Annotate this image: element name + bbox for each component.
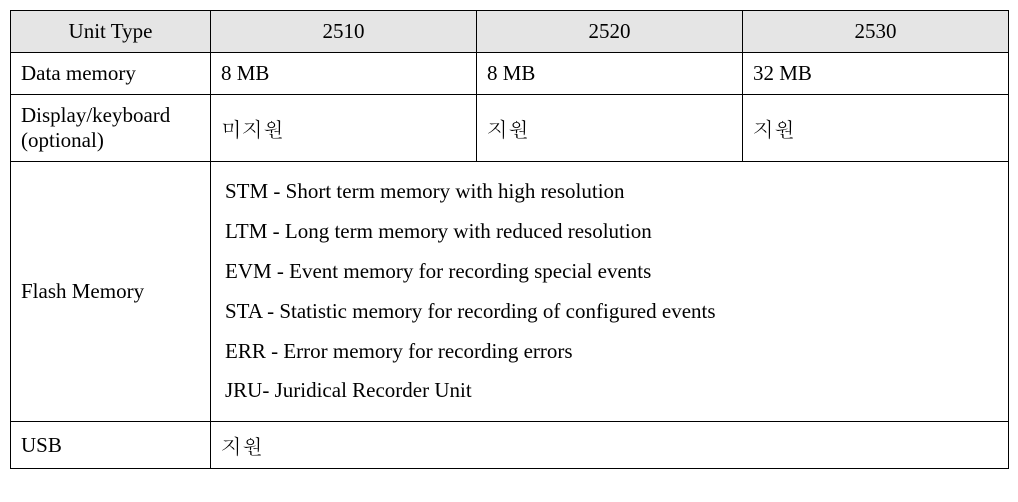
- cell-usb-value: 지원: [211, 422, 1009, 469]
- spec-table: Unit Type 2510 2520 2530 Data memory 8 M…: [10, 10, 1009, 469]
- flash-line: STA - Statistic memory for recording of …: [225, 292, 994, 332]
- label-line: Display/keyboard: [21, 103, 170, 127]
- table-row: Flash Memory STM - Short term memory wit…: [11, 162, 1009, 422]
- header-2520: 2520: [477, 11, 743, 53]
- cell-display-keyboard-2530: 지원: [743, 95, 1009, 162]
- header-2510: 2510: [211, 11, 477, 53]
- header-unit-type: Unit Type: [11, 11, 211, 53]
- label-line: (optional): [21, 128, 104, 152]
- flash-memory-list: STM - Short term memory with high resolu…: [225, 172, 994, 411]
- cell-data-memory-2520: 8 MB: [477, 53, 743, 95]
- table-row: Data memory 8 MB 8 MB 32 MB: [11, 53, 1009, 95]
- flash-line: ERR - Error memory for recording errors: [225, 332, 994, 372]
- cell-flash-memory-desc: STM - Short term memory with high resolu…: [211, 162, 1009, 422]
- flash-line: STM - Short term memory with high resolu…: [225, 172, 994, 212]
- cell-data-memory-2510: 8 MB: [211, 53, 477, 95]
- row-label-usb: USB: [11, 422, 211, 469]
- cell-display-keyboard-2510: 미지원: [211, 95, 477, 162]
- row-label-data-memory: Data memory: [11, 53, 211, 95]
- flash-line: LTM - Long term memory with reduced reso…: [225, 212, 994, 252]
- row-label-flash-memory: Flash Memory: [11, 162, 211, 422]
- table-header-row: Unit Type 2510 2520 2530: [11, 11, 1009, 53]
- header-2530: 2530: [743, 11, 1009, 53]
- cell-display-keyboard-2520: 지원: [477, 95, 743, 162]
- table-row: USB 지원: [11, 422, 1009, 469]
- row-label-display-keyboard: Display/keyboard (optional): [11, 95, 211, 162]
- flash-line: EVM - Event memory for recording special…: [225, 252, 994, 292]
- cell-data-memory-2530: 32 MB: [743, 53, 1009, 95]
- flash-line: JRU- Juridical Recorder Unit: [225, 371, 994, 411]
- table-row: Display/keyboard (optional) 미지원 지원 지원: [11, 95, 1009, 162]
